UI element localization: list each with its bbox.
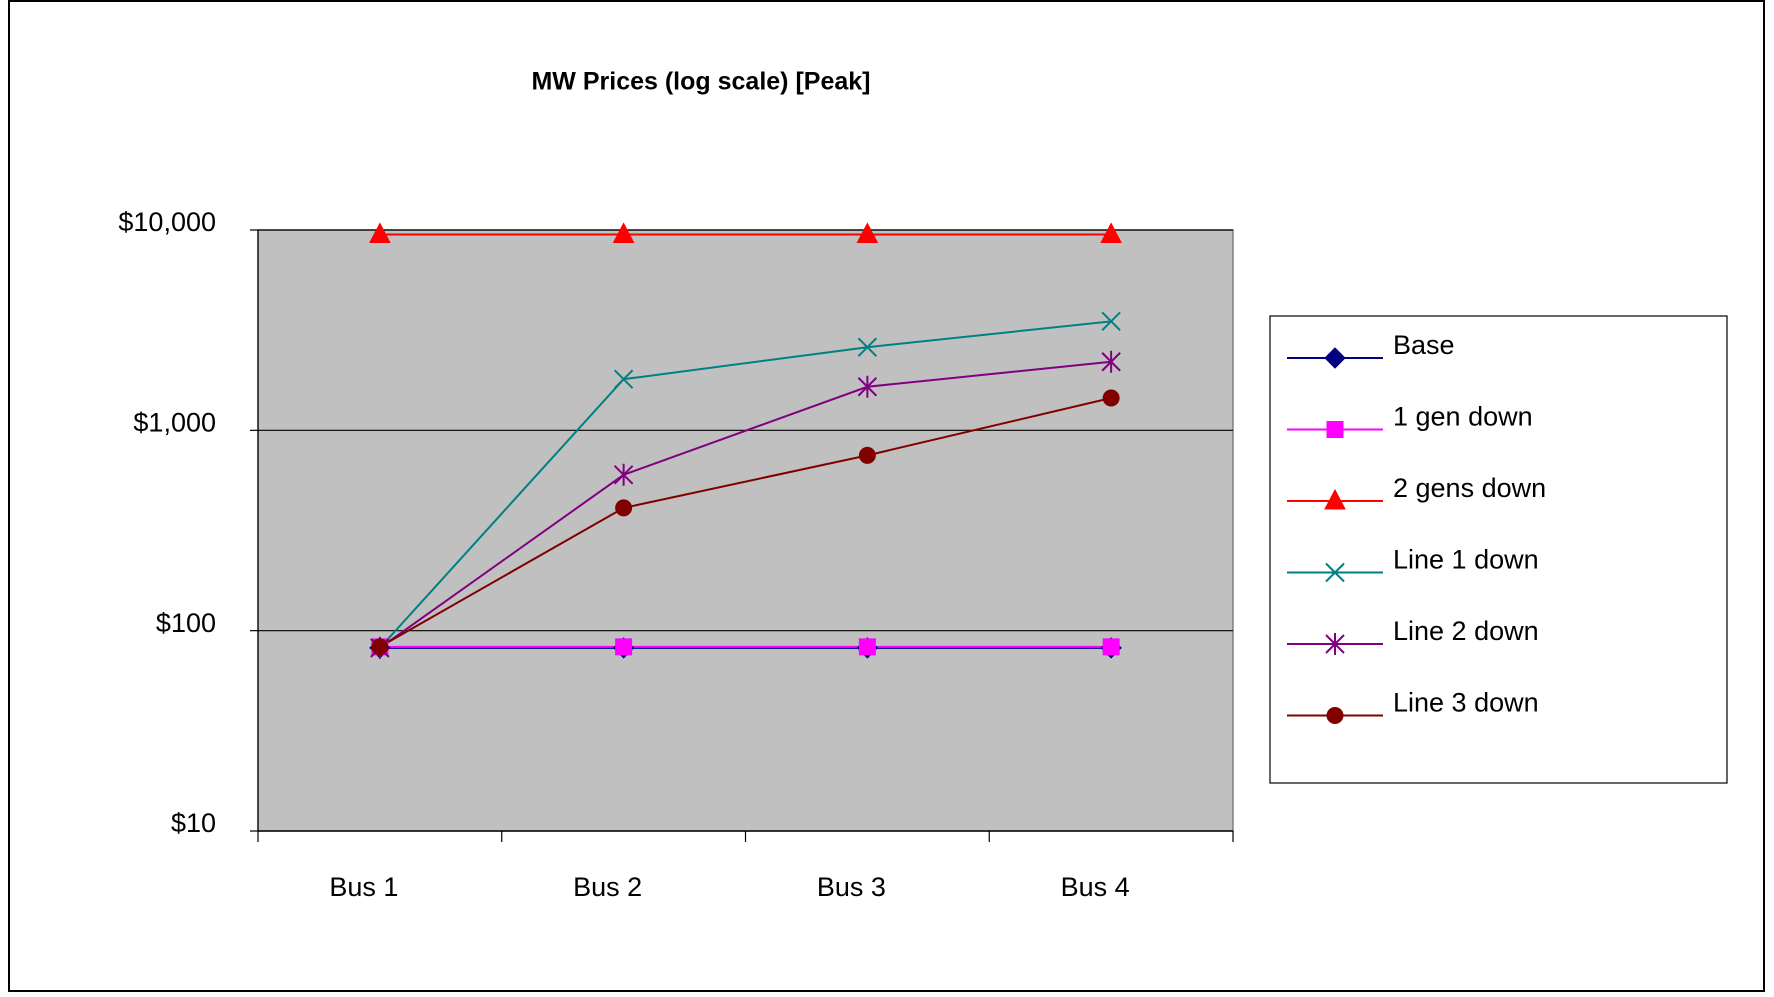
data-point <box>1102 389 1120 407</box>
legend: Base 1 gen down 2 gens down Line 1 down Line… <box>1269 315 1728 784</box>
legend-label: Line 2 down <box>1393 616 1539 646</box>
legend-marker <box>1325 633 1345 655</box>
data-point <box>613 369 634 389</box>
legend-label: Line 3 down <box>1393 688 1539 718</box>
data-point <box>613 463 634 486</box>
data-point <box>369 222 391 243</box>
x-tick-label: Bus 4 <box>1061 872 1130 902</box>
legend-marker <box>1325 562 1345 583</box>
data-point <box>857 337 878 357</box>
y-tick-label: $10 <box>171 808 216 838</box>
series-line <box>379 360 1112 649</box>
data-point <box>615 638 633 656</box>
legend-marker <box>1326 421 1344 438</box>
y-tick-label: $10,000 <box>118 207 216 237</box>
chart-title: MW Prices (log scale) [Peak] <box>531 68 870 96</box>
legend-marker <box>1326 707 1344 724</box>
data-point <box>856 222 879 243</box>
x-tick-label: Bus 1 <box>329 872 398 902</box>
legend-label: 1 gen down <box>1393 402 1533 432</box>
series-line <box>379 397 1112 648</box>
legend-marker <box>1324 488 1346 510</box>
legend-label: 2 gens down <box>1393 473 1546 503</box>
data-point <box>1102 638 1120 656</box>
y-tick-label: $100 <box>156 608 216 638</box>
legend-label: Base <box>1393 330 1455 360</box>
data-point <box>1101 311 1121 332</box>
data-point <box>1100 222 1122 243</box>
data-point <box>612 222 635 243</box>
legend-marker <box>1324 347 1346 369</box>
legend-box <box>1269 315 1728 784</box>
data-point <box>615 499 633 517</box>
x-tick-label: Bus 3 <box>817 872 886 902</box>
data-point <box>371 638 389 656</box>
data-point <box>858 446 876 464</box>
series-line <box>379 320 1112 649</box>
data-point <box>858 638 876 656</box>
legend-label: Line 1 down <box>1393 545 1539 575</box>
data-point <box>857 375 878 398</box>
data-point <box>1101 350 1121 373</box>
x-tick-label: Bus 2 <box>573 872 642 902</box>
plot-area <box>257 229 1234 832</box>
y-tick-label: $1,000 <box>133 407 216 437</box>
